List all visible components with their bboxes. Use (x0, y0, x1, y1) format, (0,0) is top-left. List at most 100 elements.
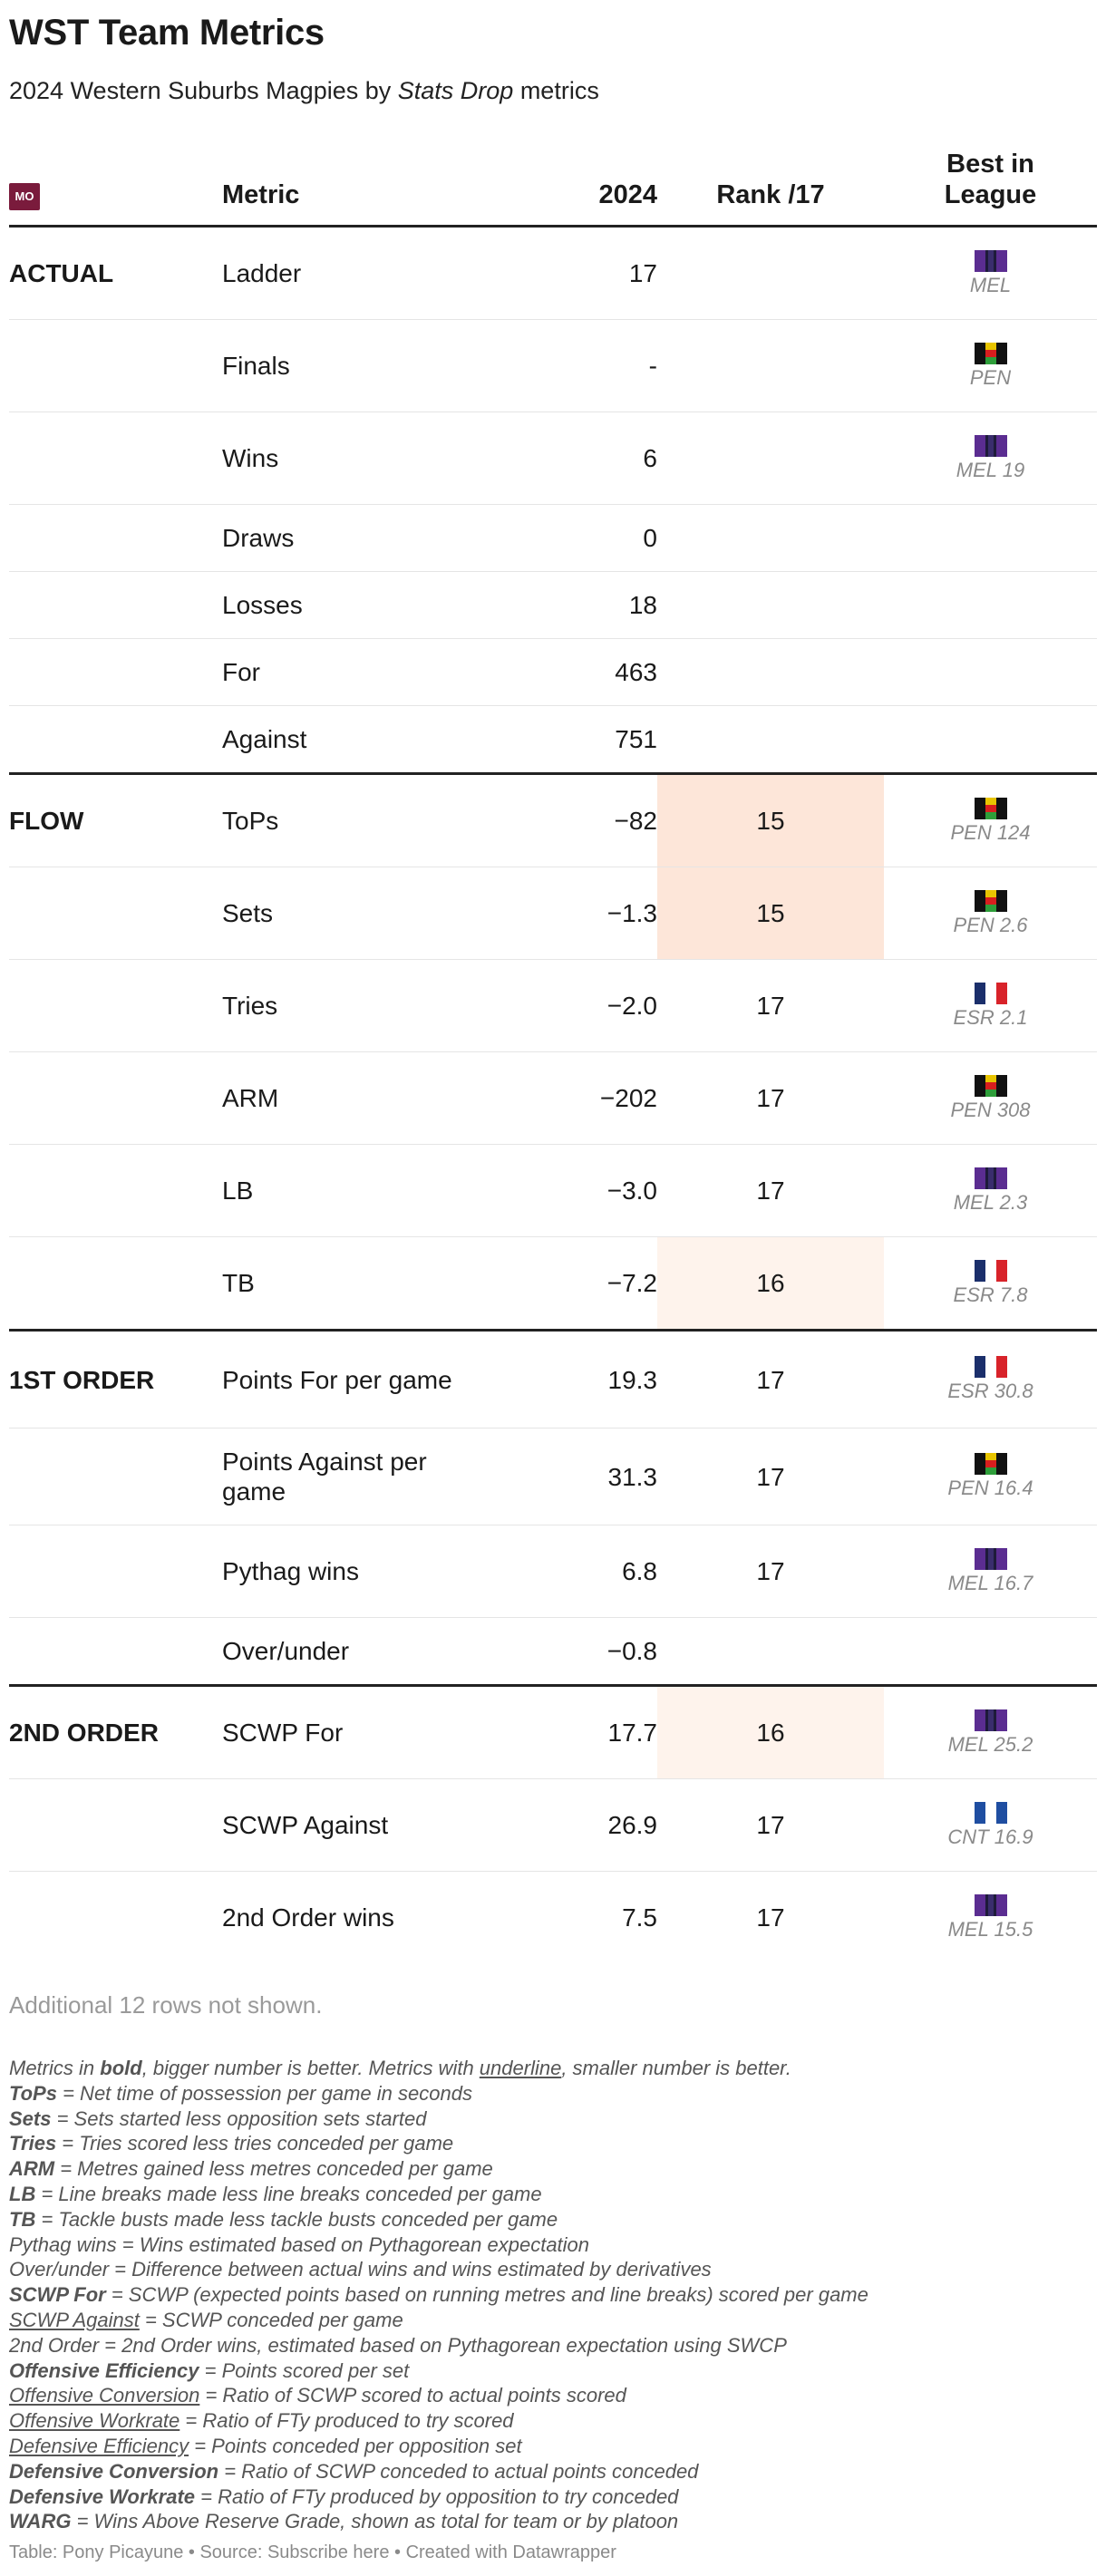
col-rank[interactable]: Rank /17 (657, 149, 884, 228)
metrics-table: MO Metric 2024 Rank /17 Best in League AC… (9, 149, 1097, 1963)
table-row: SCWP Against 26.9 17 CNT 16.9 (9, 1778, 1097, 1872)
metric-name: For (222, 638, 453, 706)
metric-rank: 16 (657, 1684, 884, 1779)
group-label (9, 319, 222, 412)
table-row: Draws 0 (9, 504, 1097, 572)
group-label: ACTUAL (9, 226, 222, 320)
rows-note: Additional 12 rows not shown. (9, 1991, 323, 2019)
best-team-label: PEN 124 (950, 820, 1031, 844)
group-label (9, 1236, 222, 1331)
group-label (9, 959, 222, 1052)
metric-rank: 17 (657, 1144, 884, 1237)
table-row: LB −3.0 17 MEL 2.3 (9, 1144, 1097, 1237)
best-team-label: MEL 16.7 (947, 1571, 1033, 1594)
metric-rank: 15 (657, 867, 884, 960)
metric-name: Sets (222, 867, 453, 960)
metric-name: Against (222, 705, 453, 774)
group-label: FLOW (9, 772, 222, 867)
table-row: 2ND ORDER SCWP For 17.7 16 MEL 25.2 (9, 1684, 1097, 1779)
best-in-league (884, 705, 1097, 774)
best-in-league: MEL 16.7 (884, 1525, 1097, 1618)
best-in-league (884, 1617, 1097, 1686)
table-row: FLOW ToPs −82 15 PEN 124 (9, 772, 1097, 867)
metric-value: −2.0 (453, 959, 657, 1052)
group-label (9, 1872, 222, 1964)
metric-value: −7.2 (453, 1236, 657, 1331)
metric-rank: 15 (657, 772, 884, 867)
metric-rank: 17 (657, 1778, 884, 1872)
metric-name: ToPs (222, 772, 453, 867)
col-metric[interactable]: Metric (222, 149, 453, 228)
metric-rank: 17 (657, 1329, 884, 1428)
page-title: WST Team Metrics (9, 13, 325, 53)
group-label (9, 705, 222, 774)
metric-rank (657, 504, 884, 572)
metric-name: TB (222, 1236, 453, 1331)
best-in-league: ESR 7.8 (884, 1236, 1097, 1331)
group-label (9, 1778, 222, 1872)
col-year[interactable]: 2024 (453, 149, 657, 228)
subtitle: 2024 Western Suburbs Magpies by Stats Dr… (9, 77, 599, 104)
best-in-league: MEL (884, 226, 1097, 320)
best-in-league: PEN 308 (884, 1051, 1097, 1145)
team-flag-icon (974, 249, 1007, 272)
credit-line: Table: Pony Picayune • Source: Subscribe… (9, 2542, 616, 2563)
team-flag-icon (974, 1709, 1007, 1731)
metric-value: 751 (453, 705, 657, 774)
team-flag-icon (974, 434, 1007, 457)
metric-rank: 17 (657, 959, 884, 1052)
metric-name: 2nd Order wins (222, 1903, 394, 1932)
metric-value: 17.7 (453, 1684, 657, 1779)
team-flag-icon (974, 1167, 1007, 1189)
metric-name: Points Against per game (222, 1428, 453, 1525)
table-row: ACTUAL Ladder 17 MEL (9, 226, 1097, 320)
metric-name: Over/under (222, 1617, 453, 1686)
team-flag-icon (974, 1356, 1007, 1378)
metric-value: −202 (453, 1051, 657, 1145)
metric-value: 6 (453, 412, 657, 505)
metric-rank (657, 571, 884, 639)
metric-name: Wins (222, 412, 453, 505)
best-team-label: PEN 16.4 (947, 1477, 1033, 1499)
best-team-label: PEN 308 (950, 1098, 1031, 1121)
table-row: Finals - PEN (9, 319, 1097, 412)
col-best-in-league[interactable]: Best in League (884, 149, 1097, 228)
metric-rank (657, 412, 884, 505)
team-flag-icon (974, 889, 1007, 912)
team-flag-icon (974, 1259, 1007, 1282)
table-row: Pythag wins 6.8 17 MEL 16.7 (9, 1525, 1097, 1618)
team-flag-icon (974, 1801, 1007, 1824)
best-team-label: ESR 2.1 (953, 1005, 1028, 1029)
metric-value: 7.5 (622, 1903, 657, 1932)
best-in-league: PEN 2.6 (884, 867, 1097, 960)
metric-name: ARM (222, 1051, 453, 1145)
table-row: TB −7.2 16 ESR 7.8 (9, 1236, 1097, 1331)
best-team-label: MEL 15.5 (947, 1917, 1033, 1941)
best-in-league: MEL 2.3 (884, 1144, 1097, 1237)
team-flag-icon (974, 982, 1007, 1004)
metric-rank: 17 (756, 1903, 785, 1932)
table-row: Against 751 (9, 705, 1097, 774)
group-label (9, 638, 222, 706)
metric-value: 6.8 (453, 1525, 657, 1618)
metric-name: SCWP Against (222, 1778, 453, 1872)
group-label (9, 1051, 222, 1145)
team-flag-icon (974, 342, 1007, 364)
metric-rank (657, 705, 884, 774)
team-flag-icon (974, 1453, 1007, 1475)
best-in-league (884, 638, 1097, 706)
best-in-league: CNT 16.9 (884, 1778, 1097, 1872)
metric-name: Pythag wins (222, 1525, 453, 1618)
table-row: Wins 6 MEL 19 (9, 412, 1097, 505)
best-team-label: PEN 2.6 (953, 913, 1028, 936)
group-label (9, 1525, 222, 1618)
best-in-league: ESR 2.1 (884, 959, 1097, 1052)
metric-value: 26.9 (453, 1778, 657, 1872)
metric-name: Losses (222, 571, 453, 639)
best-team-label: MEL 19 (956, 458, 1025, 481)
best-in-league: MEL 19 (884, 412, 1097, 505)
metric-name: Tries (222, 959, 453, 1052)
best-team-label: ESR 30.8 (947, 1380, 1033, 1402)
team-flag-icon (974, 1074, 1007, 1097)
metric-rank (657, 1617, 884, 1686)
